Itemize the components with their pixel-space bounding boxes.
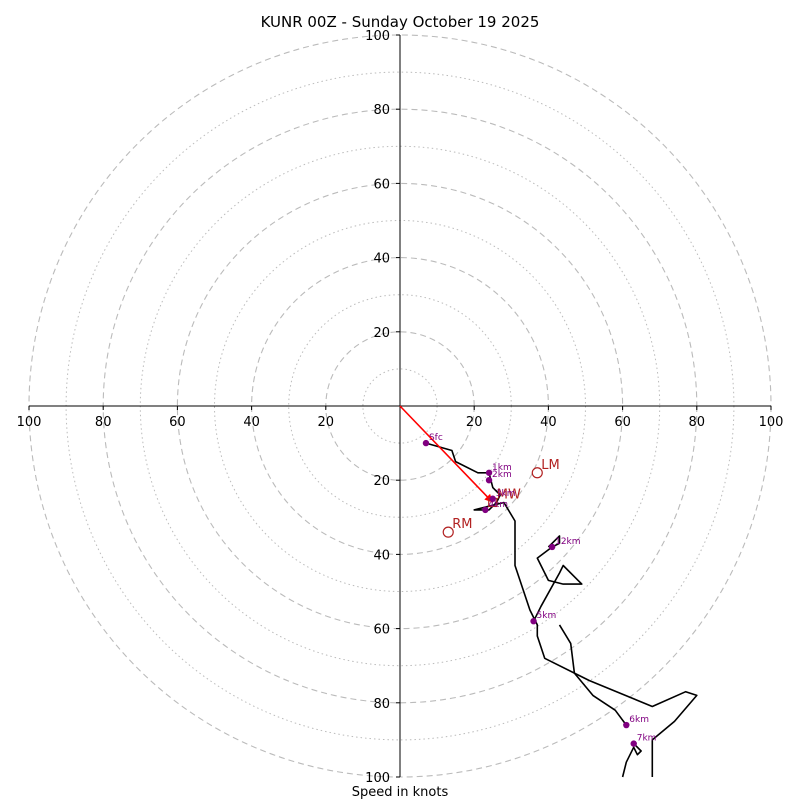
height-label-5km: 5km — [537, 611, 557, 621]
y-tick-label: 80 — [373, 697, 390, 712]
hodograph-trace-tail — [621, 743, 642, 778]
x-tick-label: 60 — [614, 415, 631, 430]
storm-motion-label-lm: LM — [541, 458, 559, 473]
height-label-6km: 6km — [629, 715, 649, 725]
x-tick-label: 20 — [318, 415, 335, 430]
height-label-2km: 2km — [492, 470, 512, 480]
height-marker-6km — [623, 721, 630, 729]
height-label-sfc: Sfc — [429, 433, 443, 443]
height-marker-5km — [530, 617, 537, 625]
hodograph-trace-upper — [532, 535, 583, 622]
height-marker-2km — [485, 477, 493, 484]
y-tick-label: 80 — [373, 103, 390, 118]
height-label-4km: 4km — [488, 500, 508, 510]
storm-motions: LM RM MW — [442, 458, 560, 538]
x-tick-label: 20 — [466, 415, 483, 430]
x-tick-label: 40 — [243, 415, 260, 430]
y-tick-label: 20 — [373, 326, 390, 341]
storm-motion-label-mw: MW — [497, 487, 521, 502]
height-label-1km: 1km — [492, 463, 512, 473]
storm-motion-marker-lm — [531, 467, 543, 479]
x-tick-label: 80 — [95, 415, 112, 430]
chart-title: KUNR 00Z - Sunday October 19 2025 — [261, 13, 540, 31]
x-tick-label: 100 — [759, 415, 784, 430]
y-tick-label: 20 — [373, 474, 390, 489]
x-axis-label: Speed in knots — [352, 785, 449, 800]
y-tick-label: 100 — [365, 29, 390, 44]
height-marker-4km — [482, 506, 489, 514]
height-label-3km: 3km — [496, 489, 516, 499]
y-tick-label: 60 — [373, 177, 390, 192]
x-tick-label: 40 — [540, 415, 557, 430]
y-tick-label: 40 — [373, 548, 390, 563]
height-label-12km: 12km — [555, 537, 580, 547]
x-tick-label: 80 — [689, 415, 706, 430]
height-marker-sfc — [422, 439, 430, 447]
height-marker-1km — [485, 469, 493, 476]
height-label-7km: 7km — [637, 734, 657, 744]
tick-labels: 100 80 60 40 20 20 40 60 80 100 100 80 60 40 20 20 40 60 8… — [17, 29, 784, 786]
y-tick-label: 100 — [365, 771, 390, 786]
y-tick-label: 40 — [373, 252, 390, 267]
height-marker-7km — [630, 740, 637, 747]
height-marker-3km — [489, 495, 496, 502]
storm-motion-marker-rm — [442, 526, 454, 538]
storm-motion-label-rm: RM — [452, 517, 472, 532]
hodograph-trace-mid — [558, 624, 627, 726]
height-marker-12km — [548, 543, 556, 551]
y-tick-label: 60 — [373, 623, 390, 638]
shear-vector — [399, 405, 494, 504]
x-tick-label: 60 — [169, 415, 186, 430]
x-tick-label: 100 — [17, 415, 42, 430]
